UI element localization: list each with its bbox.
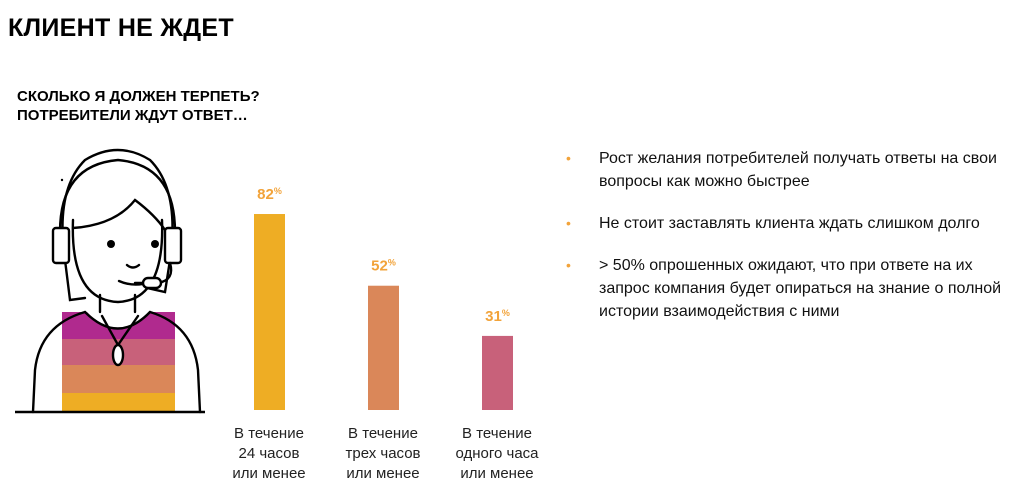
operator-illustration	[13, 140, 207, 420]
value-unit: %	[502, 308, 510, 318]
bullet-text: Не стоит заставлять клиента ждать слишко…	[599, 215, 980, 232]
page-title: КЛИЕНТ НЕ ЖДЕТ	[8, 14, 234, 42]
category-label-line: или менее	[346, 465, 420, 482]
bullet-item: • Рост желания потребителей получать отве…	[566, 147, 1016, 193]
value-label: 82%	[257, 186, 282, 203]
bullet-item: • > 50% опрошенных ожидают, что при ответ…	[566, 254, 1016, 323]
subtitle-line: СКОЛЬКО Я ДОЛЖЕН ТЕРПЕТЬ?	[17, 88, 260, 105]
bullet-icon: •	[566, 257, 571, 273]
bullet-icon: •	[566, 150, 571, 166]
category-label: В течение 24 часов или менее	[209, 424, 329, 484]
value-label: 31%	[485, 308, 510, 325]
value-unit: %	[388, 258, 396, 268]
category-label-line: В течение	[462, 425, 532, 442]
bullet-list: • Рост желания потребителей получать отве…	[566, 147, 1016, 342]
category-label: В течение трех часов или менее	[323, 424, 443, 484]
category-label: В течение одного часа или менее	[437, 424, 557, 484]
bar	[254, 214, 285, 410]
bullet-text: Рост желания потребителей получать ответ…	[599, 150, 997, 190]
category-label-line: одного часа	[455, 445, 539, 462]
bar	[368, 285, 399, 410]
subtitle-line: ПОТРЕБИТЕЛИ ЖДУТ ОТВЕТ…	[17, 107, 248, 124]
value-unit: %	[274, 186, 282, 196]
category-label-line: 24 часов	[238, 445, 300, 462]
bullet-icon: •	[566, 215, 571, 231]
subtitle: СКОЛЬКО Я ДОЛЖЕН ТЕРПЕТЬ? ПОТРЕБИТЕЛИ ЖД…	[17, 87, 260, 125]
headset-operator-icon	[13, 148, 207, 414]
bullet-text: > 50% опрошенных ожидают, что при ответе…	[599, 257, 1002, 320]
category-label-line: или менее	[460, 465, 534, 482]
category-label-line: или менее	[232, 465, 306, 482]
category-label-line: В течение	[234, 425, 304, 442]
category-label-line: трех часов	[345, 445, 421, 462]
bar	[482, 335, 513, 410]
bullet-item: • Не стоит заставлять клиента ждать слишк…	[566, 212, 1016, 235]
value-label: 52%	[371, 258, 396, 275]
category-label-line: В течение	[348, 425, 418, 442]
